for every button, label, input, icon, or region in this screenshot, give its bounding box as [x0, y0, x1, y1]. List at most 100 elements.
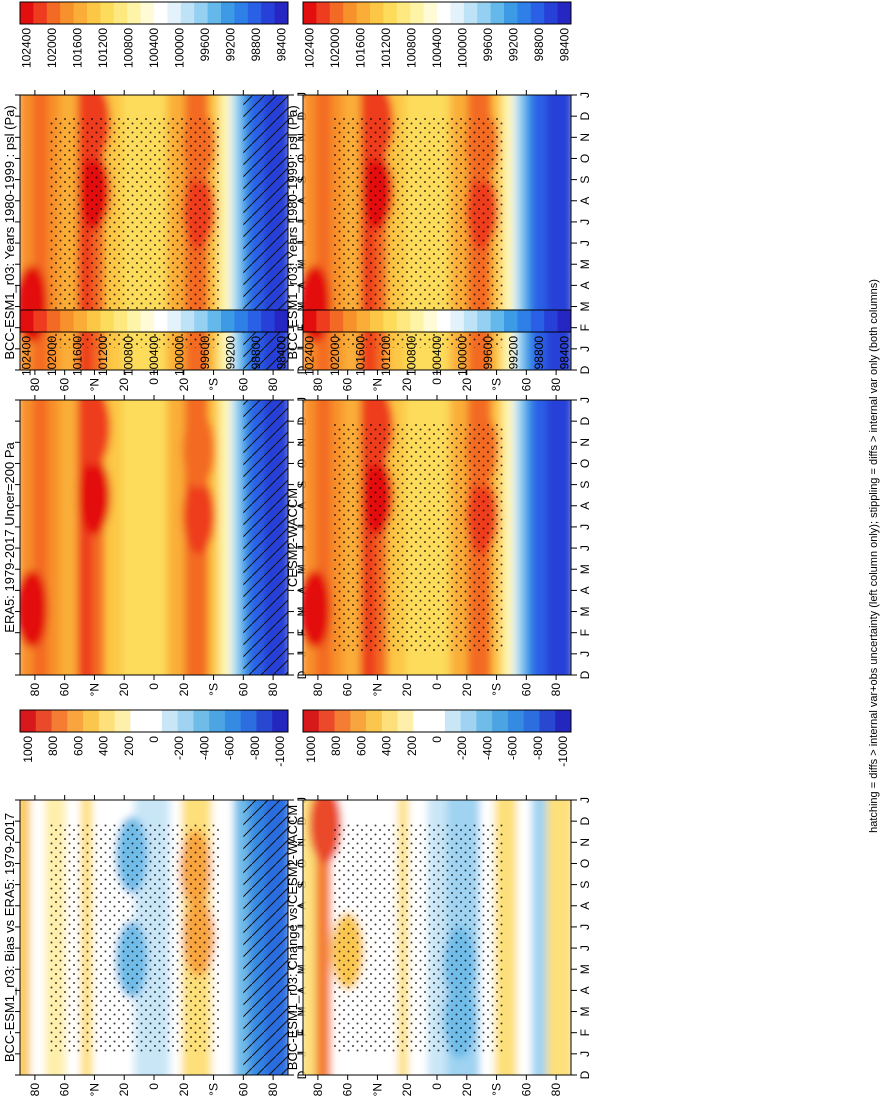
month-tick-label: D — [578, 670, 592, 679]
colorbar-swatch — [423, 2, 438, 24]
colorbar-label: 98400 — [274, 28, 288, 62]
colorbar-label: 98400 — [274, 336, 288, 370]
colorbar-label: 99600 — [198, 336, 212, 370]
colorbar-label: 100800 — [122, 28, 136, 68]
colorbar-swatch — [530, 310, 545, 332]
colorbar-swatch — [113, 310, 128, 332]
field-p4 — [303, 400, 571, 675]
panel-title: BCC-ESM1_r03: Change vs CESM2-WACCM — [285, 805, 300, 1070]
colorbar-swatch — [366, 710, 383, 732]
month-tick-label: J — [578, 1051, 592, 1057]
month-tick-label: S — [578, 881, 592, 889]
band — [516, 95, 529, 370]
colorbar-label: 100000 — [455, 28, 469, 68]
band — [531, 400, 551, 675]
month-tick-label: D — [578, 111, 592, 120]
field-p5 — [20, 800, 288, 1075]
lat-tick-label: 20 — [460, 1083, 474, 1097]
colorbar-swatch — [87, 310, 101, 332]
colorbar-swatch — [504, 2, 518, 24]
lat-tick-label: 20 — [177, 378, 191, 392]
colorbar-label: 101200 — [96, 28, 110, 68]
panel-era5: ERA5: 1979-2017 Uncer=200 Pa 80 60 °N 20 0 20… — [2, 395, 309, 697]
colorbar-label: 98400 — [557, 28, 571, 62]
colorbar-swatch — [221, 2, 235, 24]
colorbar-swatch — [207, 310, 222, 332]
colorbar-swatch — [127, 310, 142, 332]
colorbar-swatch — [100, 310, 115, 332]
colorbar-diff-change: 1000 800 600 400 200 0 -200 -400 -600 -800 -1000 — [302, 709, 572, 767]
colorbar-label: 100400 — [430, 28, 444, 68]
colorbar-swatch — [492, 710, 509, 732]
colorbar-label: 101600 — [354, 336, 368, 376]
month-tick-label: N — [578, 838, 592, 847]
colorbar-swatch — [194, 310, 209, 332]
colorbar-label: 800 — [46, 736, 60, 756]
colorbar-frame — [302, 1, 572, 25]
colorbar-label: 600 — [71, 736, 85, 756]
colorbar-swatch — [381, 710, 399, 732]
lat-tick-label: 20 — [460, 378, 474, 392]
colorbar-frame — [19, 1, 289, 25]
colorbar-swatch — [154, 310, 168, 332]
month-tick-label: F — [578, 324, 592, 331]
colorbar-psl-era5: 102400 102000 101600 101200 100800 100400 1000… — [19, 309, 289, 376]
hatching — [243, 400, 288, 675]
colorbar-label: 99600 — [481, 28, 495, 62]
colorbar-label: 99600 — [481, 336, 495, 370]
colorbar-label: 102000 — [328, 336, 342, 376]
band — [516, 800, 536, 1075]
colorbar-label: 100400 — [147, 336, 161, 376]
colorbar-swatch — [557, 310, 572, 332]
lat-tick-label: °N — [87, 378, 101, 391]
colorbar-label: 99200 — [223, 28, 237, 62]
colorbar-swatch — [73, 310, 88, 332]
colorbar-swatch — [370, 310, 384, 332]
colorbar-swatch — [127, 2, 142, 24]
lat-tick-label: °S — [207, 378, 221, 391]
colorbar-psl-right: 102400 102000 101600 101200 100800 100400 1000… — [302, 1, 572, 68]
colorbar-label: 200 — [122, 736, 136, 756]
colorbar-swatch — [507, 710, 525, 732]
band — [524, 95, 536, 370]
colorbar-diff-bias: 1000 800 600 400 200 0 -200 -400 -600 -800 -1000 — [19, 709, 289, 767]
colorbar-swatch — [544, 310, 559, 332]
colorbar-label: 100000 — [455, 336, 469, 376]
colorbar-label: -1000 — [273, 736, 287, 767]
lat-tick-label: 20 — [117, 683, 131, 697]
colorbar-swatch — [343, 2, 358, 24]
month-tick-label: J — [578, 219, 592, 225]
colorbar-label: 101600 — [354, 28, 368, 68]
colorbar-label: 800 — [329, 736, 343, 756]
colorbar-swatch — [517, 310, 532, 332]
lat-tick-label: 0 — [147, 683, 161, 690]
month-tick-label: J — [578, 924, 592, 930]
hatching — [243, 800, 288, 1075]
lat-tick-label: 60 — [58, 378, 72, 392]
field-p3 — [20, 400, 288, 675]
colorbar-swatch — [261, 2, 276, 24]
colorbar-swatch — [490, 310, 505, 332]
month-tick-label: J — [578, 545, 592, 551]
band — [524, 400, 536, 675]
colorbar-swatch — [140, 310, 155, 332]
lat-tick-label: 0 — [147, 1083, 161, 1090]
colorbar-swatch — [193, 710, 210, 732]
colorbar-swatch — [463, 2, 478, 24]
colorbar-label: 99200 — [223, 336, 237, 370]
lat-tick-label: °S — [490, 1083, 504, 1096]
colorbar-swatch — [350, 710, 367, 732]
colorbar-swatch — [396, 310, 411, 332]
band — [531, 95, 551, 370]
colorbar-label: 400 — [380, 736, 394, 756]
colorbar-swatch — [329, 2, 344, 24]
colorbar-swatch — [167, 2, 182, 24]
lat-tick-label: 0 — [430, 378, 444, 385]
colorbar-label: 200 — [405, 736, 419, 756]
lat-tick-label: 60 — [236, 683, 250, 697]
colorbar-swatch — [450, 2, 465, 24]
colorbar-swatch — [476, 710, 493, 732]
month-tick-label: N — [578, 438, 592, 447]
band — [546, 800, 571, 1075]
